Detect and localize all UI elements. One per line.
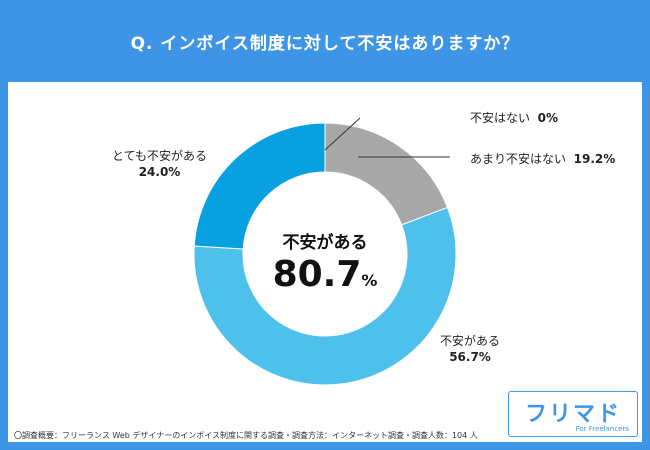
- label-anxious-name: 不安がある: [440, 334, 501, 348]
- center-text: 不安がある: [282, 233, 368, 253]
- logo-main: フリマド: [524, 402, 621, 427]
- label-very-name: とても不安がある: [112, 149, 208, 163]
- label-none-value: 0%: [537, 111, 559, 125]
- slice-3: [193, 122, 326, 250]
- label-none-name: 不安はない: [470, 111, 531, 125]
- label-very: とても不安がある 24.0%: [112, 148, 207, 180]
- label-none: 不安はない 0%: [470, 110, 558, 126]
- center-unit: %: [361, 271, 378, 290]
- slice-1: [324, 122, 449, 226]
- label-not-very: あまり不安はない 19.2%: [470, 151, 615, 167]
- label-not-very-name: あまり不安はない: [470, 152, 567, 166]
- center-value: 80.7: [272, 254, 362, 295]
- chart-title: Q. インボイス制度に対して不安はありますか？: [130, 33, 520, 54]
- label-anxious: 不安がある 56.7%: [440, 333, 500, 365]
- leader-line-none: [324, 117, 361, 151]
- footnote: 〇調査概要：フリーランス Web デザイナーのインボイス制度に関する調査・調査方…: [14, 431, 478, 440]
- label-anxious-value: 56.7%: [449, 350, 491, 364]
- logo: フリマド For Freelancers: [508, 391, 638, 437]
- center-label: 不安がある 80.7%: [255, 228, 395, 297]
- label-not-very-value: 19.2%: [573, 152, 616, 166]
- label-very-value: 24.0%: [138, 165, 181, 179]
- slice-2: [193, 206, 457, 386]
- logo-sub: For Freelancers: [575, 425, 629, 433]
